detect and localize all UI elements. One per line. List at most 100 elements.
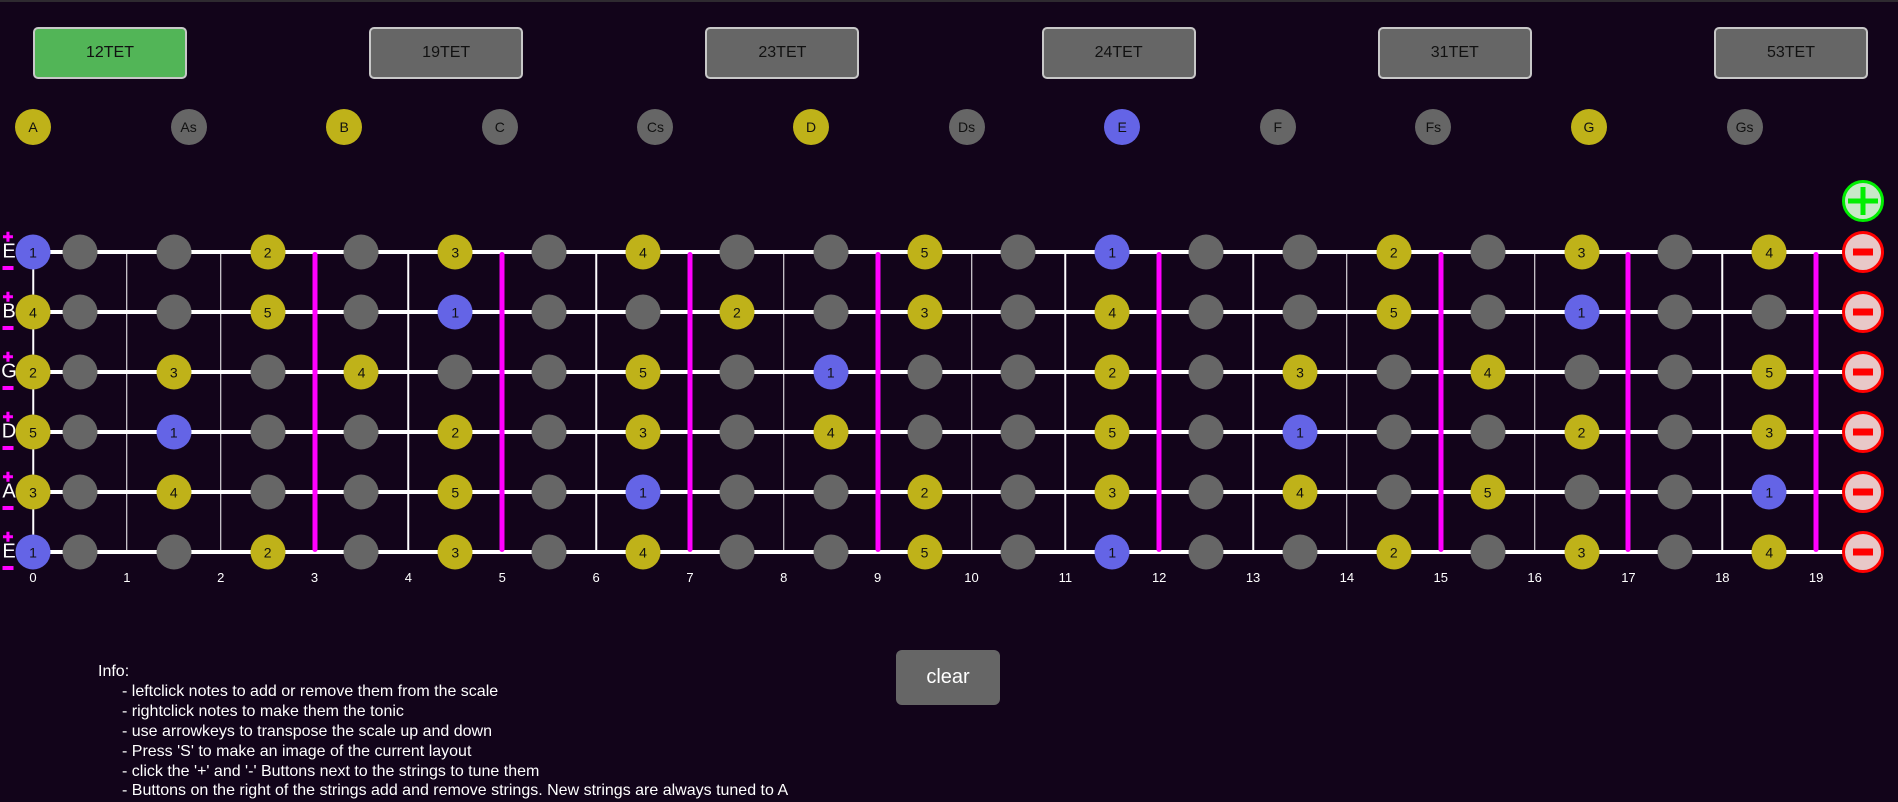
tune-up-plus-icon[interactable]: ✚ <box>2 469 14 485</box>
scale-note[interactable]: 4 <box>343 354 379 390</box>
pitch-class-fs[interactable]: Fs <box>1415 109 1452 145</box>
scale-note[interactable]: 3 <box>1564 234 1600 270</box>
fret-note[interactable] <box>343 474 379 510</box>
fret-note[interactable] <box>62 534 98 570</box>
tonic-note[interactable]: 1 <box>15 234 51 270</box>
fret-note[interactable] <box>1470 234 1506 270</box>
fret-note[interactable] <box>1564 354 1600 390</box>
fret-note[interactable] <box>250 474 286 510</box>
fret-note[interactable] <box>62 414 98 450</box>
tune-up-plus-icon[interactable]: ✚ <box>2 289 14 305</box>
tonic-note[interactable]: 1 <box>625 474 661 510</box>
scale-note[interactable]: 2 <box>15 354 51 390</box>
tet-button-53tet[interactable]: 53TET <box>1714 27 1868 79</box>
fret-note[interactable] <box>531 534 567 570</box>
pitch-class-f[interactable]: F <box>1259 109 1296 145</box>
scale-note[interactable]: 2 <box>250 534 286 570</box>
fret-note[interactable] <box>1188 234 1224 270</box>
scale-note[interactable]: 5 <box>907 234 943 270</box>
scale-note[interactable]: 3 <box>1564 534 1600 570</box>
fret-note[interactable] <box>1188 414 1224 450</box>
fret-note[interactable] <box>1188 294 1224 330</box>
scale-note[interactable]: 3 <box>156 354 192 390</box>
scale-note[interactable]: 4 <box>156 474 192 510</box>
scale-note[interactable]: 2 <box>1376 234 1412 270</box>
fret-note[interactable] <box>156 534 192 570</box>
tonic-note[interactable]: 1 <box>1094 534 1130 570</box>
tonic-note[interactable]: 1 <box>813 354 849 390</box>
scale-note[interactable]: 4 <box>1470 354 1506 390</box>
scale-note[interactable]: 3 <box>907 294 943 330</box>
pitch-class-c[interactable]: C <box>481 109 518 145</box>
fret-note[interactable] <box>813 534 849 570</box>
fret-note[interactable] <box>1657 294 1693 330</box>
fret-note[interactable] <box>62 234 98 270</box>
fret-note[interactable] <box>531 414 567 450</box>
scale-note[interactable]: 5 <box>907 534 943 570</box>
fret-note[interactable] <box>1000 474 1036 510</box>
fret-note[interactable] <box>343 294 379 330</box>
tonic-note[interactable]: 1 <box>437 294 473 330</box>
tune-down-minus-icon[interactable] <box>2 446 14 450</box>
fret-note[interactable] <box>1376 414 1412 450</box>
tune-down-minus-icon[interactable] <box>2 266 14 270</box>
fret-note[interactable] <box>1376 354 1412 390</box>
fret-note[interactable] <box>1188 534 1224 570</box>
remove-string-button[interactable] <box>1842 351 1884 393</box>
fret-note[interactable] <box>1188 354 1224 390</box>
scale-note[interactable]: 4 <box>1094 294 1130 330</box>
scale-note[interactable]: 4 <box>1751 534 1787 570</box>
fret-note[interactable] <box>437 354 473 390</box>
scale-note[interactable]: 2 <box>719 294 755 330</box>
fret-note[interactable] <box>1657 534 1693 570</box>
tune-up-plus-icon[interactable]: ✚ <box>2 409 14 425</box>
fret-note[interactable] <box>250 354 286 390</box>
tonic-note[interactable]: 1 <box>1564 294 1600 330</box>
scale-note[interactable]: 3 <box>437 234 473 270</box>
tune-up-plus-icon[interactable]: ✚ <box>2 349 14 365</box>
tet-button-19tet[interactable]: 19TET <box>369 27 524 79</box>
scale-note[interactable]: 3 <box>15 474 51 510</box>
fret-note[interactable] <box>1000 294 1036 330</box>
tune-down-minus-icon[interactable] <box>2 386 14 390</box>
scale-note[interactable]: 2 <box>1564 414 1600 450</box>
scale-note[interactable]: 5 <box>437 474 473 510</box>
fret-note[interactable] <box>1657 474 1693 510</box>
scale-note[interactable]: 5 <box>1470 474 1506 510</box>
fret-note[interactable] <box>343 234 379 270</box>
scale-note[interactable]: 5 <box>15 414 51 450</box>
tet-button-12tet[interactable]: 12TET <box>33 27 187 79</box>
tonic-note[interactable]: 1 <box>1751 474 1787 510</box>
fret-note[interactable] <box>1470 414 1506 450</box>
fret-note[interactable] <box>813 234 849 270</box>
fret-note[interactable] <box>1470 294 1506 330</box>
scale-note[interactable]: 5 <box>1376 294 1412 330</box>
scale-note[interactable]: 4 <box>625 534 661 570</box>
fret-note[interactable] <box>531 294 567 330</box>
remove-string-button[interactable] <box>1842 411 1884 453</box>
scale-note[interactable]: 5 <box>1751 354 1787 390</box>
fret-note[interactable] <box>250 414 286 450</box>
clear-button[interactable]: clear <box>896 650 1000 705</box>
pitch-class-b[interactable]: B <box>326 109 363 145</box>
scale-note[interactable]: 3 <box>437 534 473 570</box>
fret-note[interactable] <box>156 294 192 330</box>
tet-button-24tet[interactable]: 24TET <box>1041 27 1196 79</box>
pitch-class-ds[interactable]: Ds <box>948 109 985 145</box>
scale-note[interactable]: 4 <box>1282 474 1318 510</box>
fret-note[interactable] <box>1657 354 1693 390</box>
tune-down-minus-icon[interactable] <box>2 326 14 330</box>
fret-note[interactable] <box>719 474 755 510</box>
fret-note[interactable] <box>62 354 98 390</box>
fret-note[interactable] <box>343 534 379 570</box>
remove-string-button[interactable] <box>1842 531 1884 573</box>
fret-note[interactable] <box>813 474 849 510</box>
tonic-note[interactable]: 1 <box>1094 234 1130 270</box>
scale-note[interactable]: 2 <box>250 234 286 270</box>
scale-note[interactable]: 5 <box>250 294 286 330</box>
scale-note[interactable]: 4 <box>1751 234 1787 270</box>
fret-note[interactable] <box>1751 294 1787 330</box>
fret-note[interactable] <box>1000 354 1036 390</box>
fret-note[interactable] <box>531 354 567 390</box>
scale-note[interactable]: 3 <box>1751 414 1787 450</box>
